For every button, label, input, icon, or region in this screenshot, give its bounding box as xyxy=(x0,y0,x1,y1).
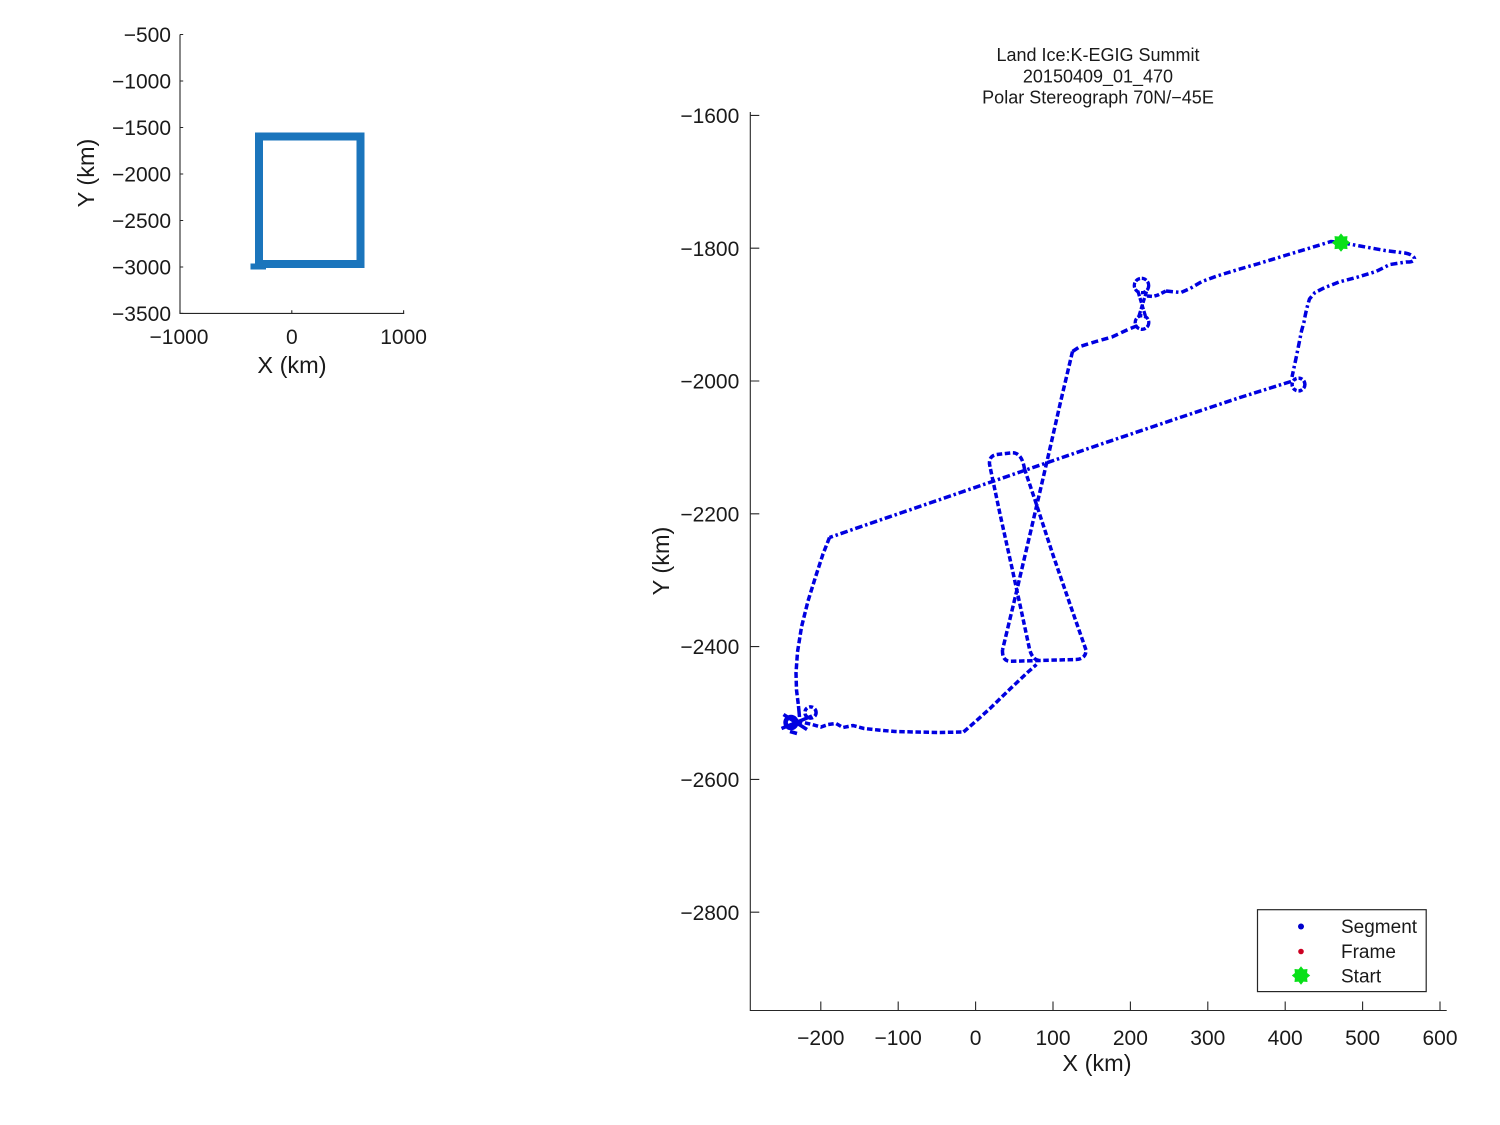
svg-text:1000: 1000 xyxy=(380,326,427,349)
svg-text:−2500: −2500 xyxy=(112,210,171,233)
svg-text:−3000: −3000 xyxy=(112,257,171,280)
svg-text:Y (km): Y (km) xyxy=(73,139,99,208)
svg-text:Polar Stereograph 70N/−45E: Polar Stereograph 70N/−45E xyxy=(982,88,1214,108)
svg-text:600: 600 xyxy=(1422,1027,1457,1050)
svg-text:100: 100 xyxy=(1035,1027,1070,1050)
svg-text:−500: −500 xyxy=(124,24,171,47)
svg-text:Segment: Segment xyxy=(1341,917,1418,938)
svg-text:Land Ice:K-EGIG Summit: Land Ice:K-EGIG Summit xyxy=(996,45,1199,65)
svg-text:Frame: Frame xyxy=(1341,942,1396,963)
svg-text:500: 500 xyxy=(1345,1027,1380,1050)
svg-text:−200: −200 xyxy=(797,1027,844,1050)
svg-text:−2800: −2800 xyxy=(680,902,739,925)
svg-text:400: 400 xyxy=(1268,1027,1303,1050)
svg-text:X (km): X (km) xyxy=(1062,1050,1131,1076)
svg-text:−3500: −3500 xyxy=(112,303,171,326)
svg-text:−1600: −1600 xyxy=(680,105,739,128)
svg-text:−2200: −2200 xyxy=(680,503,739,526)
svg-text:−2000: −2000 xyxy=(680,371,739,394)
svg-text:−1000: −1000 xyxy=(150,326,209,349)
svg-text:−2400: −2400 xyxy=(680,636,739,659)
svg-text:Start: Start xyxy=(1341,967,1382,988)
svg-text:Y (km): Y (km) xyxy=(648,527,674,596)
svg-text:−100: −100 xyxy=(875,1027,922,1050)
svg-text:200: 200 xyxy=(1113,1027,1148,1050)
svg-text:X (km): X (km) xyxy=(257,352,326,378)
svg-text:−2000: −2000 xyxy=(112,164,171,187)
svg-text:−2600: −2600 xyxy=(680,769,739,792)
svg-text:0: 0 xyxy=(286,326,298,349)
svg-text:−1000: −1000 xyxy=(112,71,171,94)
svg-text:20150409_01_470: 20150409_01_470 xyxy=(1023,66,1173,87)
svg-text:300: 300 xyxy=(1190,1027,1225,1050)
svg-text:−1800: −1800 xyxy=(680,238,739,261)
svg-text:−1500: −1500 xyxy=(112,117,171,140)
svg-text:0: 0 xyxy=(970,1027,982,1050)
